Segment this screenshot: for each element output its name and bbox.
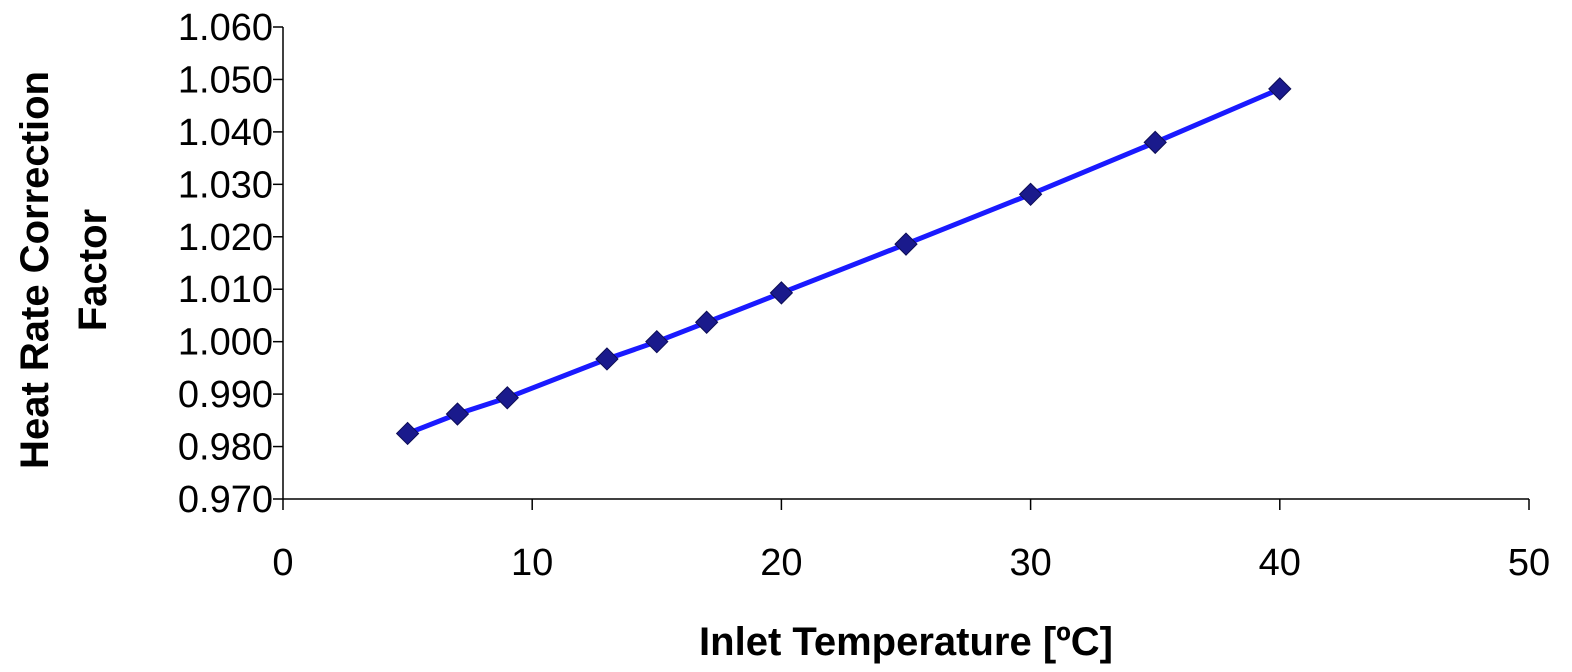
y-tick-label: 0.970 [178,479,273,521]
x-tick-label: 30 [1009,542,1051,584]
data-point-marker [445,402,470,426]
y-tick-label: 1.020 [178,217,273,259]
data-point-marker [395,421,420,446]
x-tick-label: 10 [511,542,553,584]
y-tick-label: 1.060 [178,7,273,49]
x-axis-ticks: 0 10 20 30 40 50 [272,499,1550,584]
y-axis-title-line-2: Factor [71,209,115,331]
x-tick-label: 50 [1508,542,1550,584]
x-tick-label: 40 [1259,542,1301,584]
data-point-marker [894,232,918,256]
data-point-marker [694,310,719,334]
x-tick-label: 0 [272,542,293,584]
axes [282,27,1529,500]
y-axis-title-line-1: Heat Rate Correction [13,71,57,469]
y-tick-label: 1.050 [178,59,273,101]
series-layer [395,77,1292,446]
x-tick-label: 20 [760,542,802,584]
y-tick-label: 0.990 [178,374,273,416]
y-tick-label: 0.980 [178,427,273,469]
data-point-marker [645,329,669,354]
data-point-marker [1018,182,1043,207]
y-axis-ticks: 0.970 0.980 0.990 1.000 1.010 1.020 1.030 1.040… [178,7,283,521]
data-point-marker [1268,77,1292,101]
y-tick-label: 1.000 [178,322,273,364]
data-point-marker [495,386,519,410]
data-point-marker [1143,130,1167,155]
x-axis-title: Inlet Temperature [ºC] [699,620,1113,664]
y-tick-label: 1.040 [178,112,273,154]
data-point-marker [769,281,794,305]
y-tick-label: 1.030 [178,164,273,206]
y-tick-label: 1.010 [178,269,273,311]
data-point-marker [595,347,619,371]
